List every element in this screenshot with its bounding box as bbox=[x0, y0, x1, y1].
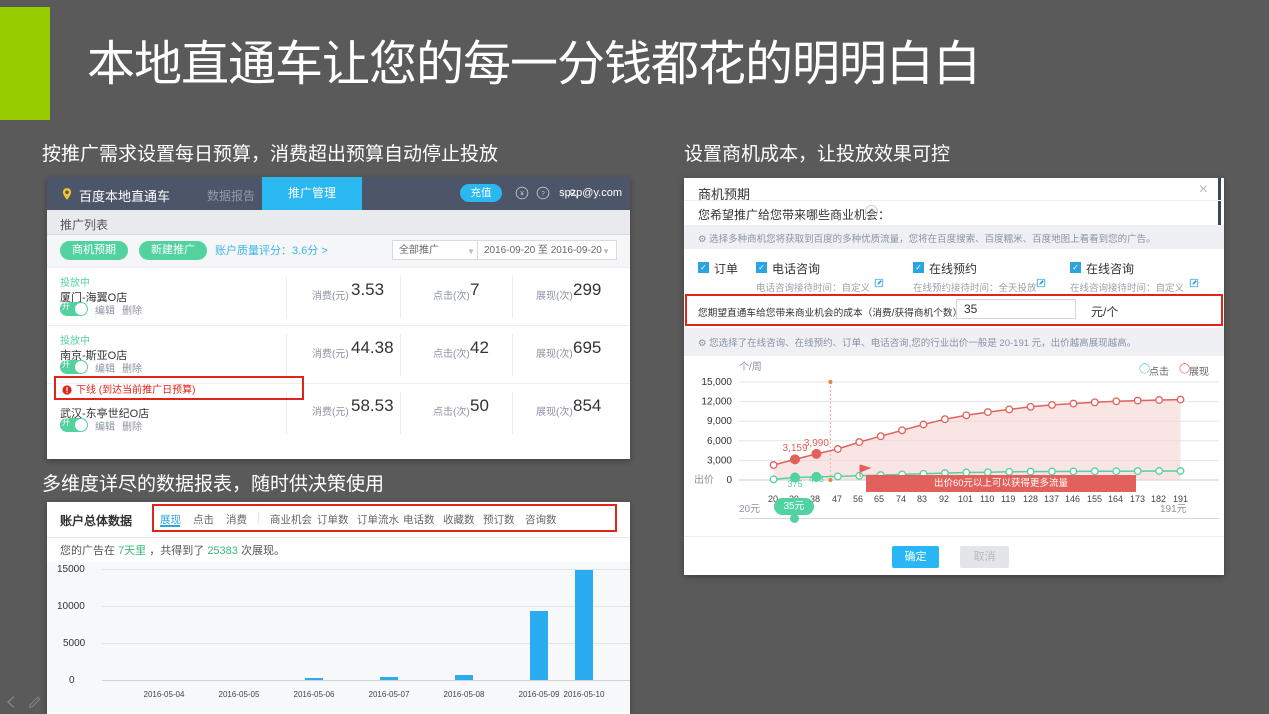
svg-text:15,000: 15,000 bbox=[701, 377, 732, 388]
svg-text:9,000: 9,000 bbox=[707, 416, 732, 427]
svg-text:3,990: 3,990 bbox=[804, 438, 829, 449]
svg-text:3,000: 3,000 bbox=[707, 455, 732, 466]
svg-text:473: 473 bbox=[809, 474, 824, 484]
svg-text:出价: 出价 bbox=[694, 473, 714, 486]
svg-text:6,000: 6,000 bbox=[707, 436, 732, 447]
svg-text:12,000: 12,000 bbox=[701, 397, 732, 408]
svg-text:?: ? bbox=[541, 190, 545, 197]
svg-text:¥: ¥ bbox=[520, 190, 524, 197]
svg-text:0: 0 bbox=[726, 475, 732, 486]
svg-text:375: 375 bbox=[787, 479, 802, 489]
